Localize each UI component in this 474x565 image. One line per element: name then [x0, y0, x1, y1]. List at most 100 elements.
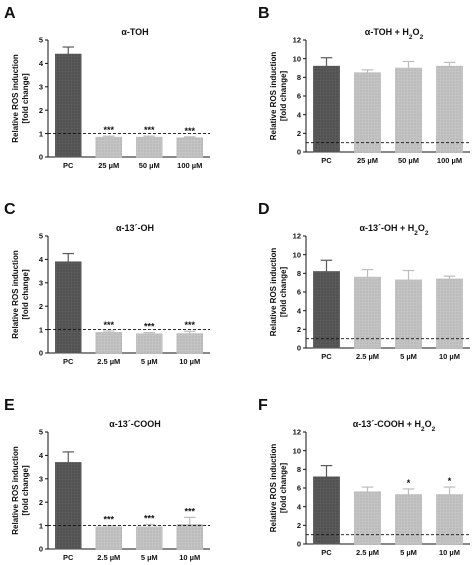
- x-tick-label: 5 µM: [400, 548, 417, 557]
- significance-mark: ***: [144, 513, 155, 523]
- bar-treatment: [135, 526, 163, 550]
- x-tick-label: 5 µM: [141, 553, 158, 562]
- bar-pc: [313, 271, 340, 349]
- chart-title: α-13´-OH: [116, 223, 154, 233]
- y-tick-label: 6: [297, 92, 301, 101]
- bar-treatment: [436, 494, 463, 545]
- x-tick-label: 10 µM: [179, 357, 200, 366]
- significance-mark: ***: [144, 125, 155, 135]
- significance-mark: ***: [184, 126, 195, 136]
- significance-mark: ***: [103, 320, 114, 330]
- bar-treatment: [354, 72, 381, 153]
- x-tick-label: 2.5 µM: [356, 548, 379, 557]
- y-tick-label: 4: [297, 110, 302, 119]
- y-tick-label: 3: [39, 279, 43, 288]
- bar-treatment: [135, 136, 163, 158]
- x-tick-label: 2.5 µM: [356, 352, 379, 361]
- significance-mark: *: [407, 478, 411, 488]
- bar-treatment: [176, 137, 204, 158]
- chart-panel-e: Eα-13´-COOH Relative ROS induction[fold c…: [4, 397, 210, 562]
- x-tick-label: 50 µM: [398, 156, 419, 165]
- significance-mark: ***: [103, 125, 114, 135]
- bar-treatment: [95, 526, 123, 550]
- y-tick-label: 12: [293, 36, 301, 45]
- bar-pc: [54, 462, 82, 550]
- chart-panel-c: Cα-13´-OH Relative ROS induction[fold cha…: [4, 201, 210, 366]
- y-tick-label: 5: [39, 232, 43, 241]
- x-tick-label: 5 µM: [400, 352, 417, 361]
- y-tick-label: 12: [293, 428, 301, 437]
- bar-pc: [313, 65, 340, 153]
- y-axis-label: Relative ROS induction[fold change]: [11, 446, 30, 535]
- y-axis-label: Relative ROS induction[fold change]: [11, 250, 30, 339]
- y-tick-label: 1: [39, 325, 43, 334]
- chart-title: α-13´-COOH + H2O2: [353, 419, 436, 433]
- bar-treatment: [436, 278, 463, 349]
- bar-treatment: [354, 276, 381, 349]
- significance-mark: ***: [144, 322, 155, 332]
- y-tick-label: 2: [39, 498, 43, 507]
- y-axis-label: Relative ROS induction[fold change]: [11, 54, 30, 143]
- x-tick-label: PC: [63, 357, 74, 366]
- y-tick-label: 0: [297, 148, 301, 157]
- y-tick-label: 3: [39, 83, 43, 92]
- y-tick-label: 2: [297, 325, 301, 334]
- chart-panel-b: Bα-TOH + H2O2 Relative ROS induction[fold…: [258, 5, 470, 165]
- x-tick-label: 2.5 µM: [97, 357, 120, 366]
- x-tick-label: PC: [321, 156, 332, 165]
- x-tick-label: PC: [321, 548, 332, 557]
- bar-treatment: [176, 333, 204, 354]
- x-tick-label: 100 µM: [437, 156, 462, 165]
- y-tick-label: 12: [293, 232, 301, 241]
- y-tick-label: 6: [297, 288, 301, 297]
- y-tick-label: 8: [297, 465, 301, 474]
- y-tick-label: 5: [39, 36, 43, 45]
- bar-pc: [54, 53, 82, 158]
- panel-letter: A: [4, 5, 16, 22]
- y-tick-label: 10: [293, 54, 301, 63]
- x-tick-label: 50 µM: [139, 161, 160, 170]
- bar-pc: [54, 261, 82, 354]
- y-tick-label: 4: [297, 502, 302, 511]
- x-tick-label: 2.5 µM: [97, 553, 120, 562]
- chart-panel-a: Aα-TOH Relative ROS induction[fold change…: [4, 5, 210, 170]
- y-tick-label: 2: [39, 106, 43, 115]
- y-tick-label: 6: [297, 484, 301, 493]
- y-tick-label: 10: [293, 446, 301, 455]
- x-tick-label: PC: [63, 553, 74, 562]
- bar-treatment: [395, 279, 422, 349]
- chart-panel-f: Fα-13´-COOH + H2O2 Relative ROS induction…: [258, 397, 470, 557]
- y-tick-label: 4: [39, 59, 44, 68]
- y-tick-label: 0: [297, 540, 301, 549]
- y-tick-label: 0: [39, 349, 43, 358]
- y-tick-label: 3: [39, 475, 43, 484]
- x-tick-label: 5 µM: [141, 357, 158, 366]
- y-axis-label: Relative ROS induction[fold change]: [269, 52, 288, 141]
- bar-treatment: [135, 333, 163, 354]
- bar-treatment: [395, 494, 422, 545]
- chart-title: α-13´-OH + H2O2: [359, 223, 428, 237]
- y-tick-label: 4: [39, 451, 44, 460]
- y-tick-label: 8: [297, 73, 301, 82]
- chart-title: α-TOH + H2O2: [365, 27, 424, 41]
- significance-mark: ***: [184, 506, 195, 516]
- y-tick-label: 4: [297, 306, 302, 315]
- y-tick-label: 1: [39, 129, 43, 138]
- significance-mark: ***: [184, 320, 195, 330]
- y-tick-label: 8: [297, 269, 301, 278]
- chart-panel-d: Dα-13´-OH + H2O2 Relative ROS induction[f…: [258, 201, 470, 361]
- x-tick-label: 10 µM: [439, 352, 460, 361]
- panel-letter: C: [4, 201, 16, 218]
- x-tick-label: 10 µM: [439, 548, 460, 557]
- chart-title: α-13´-COOH: [109, 419, 161, 429]
- y-axis-label: Relative ROS induction[fold change]: [269, 248, 288, 337]
- y-tick-label: 5: [39, 428, 43, 437]
- panel-letter: B: [258, 5, 270, 22]
- x-tick-label: 25 µM: [357, 156, 378, 165]
- x-tick-label: PC: [63, 161, 74, 170]
- y-axis-label: Relative ROS induction[fold change]: [269, 444, 288, 533]
- y-tick-label: 1: [39, 521, 43, 530]
- y-tick-label: 4: [39, 255, 44, 264]
- panel-letter: D: [258, 201, 270, 218]
